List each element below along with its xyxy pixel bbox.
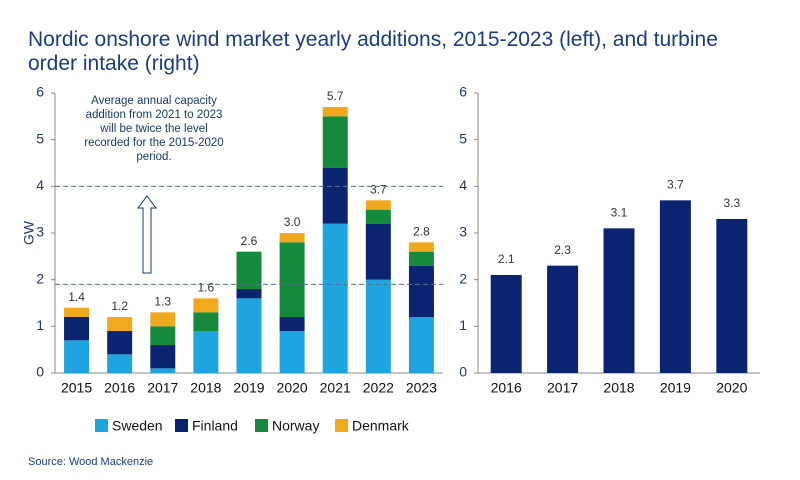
legend-label: Finland [192,418,238,434]
bar-segment [408,265,434,317]
bar-segment [322,116,348,168]
total-label: 3.0 [284,215,301,229]
legend-swatch [255,419,268,432]
y-tick-label: 6 [459,84,467,100]
legend-swatch [335,419,348,432]
bar [716,219,748,373]
x-tick-label: 2019 [233,380,264,396]
bar-segment [408,242,434,252]
y-tick-label: 0 [459,364,467,380]
bar-segment [365,200,391,210]
total-label: 2.6 [241,234,258,248]
value-label: 3.1 [611,206,628,220]
x-tick-label: 2020 [716,380,747,396]
bar-segment [107,317,133,331]
bar-segment [193,331,219,373]
x-tick-label: 2016 [491,380,522,396]
bar-segment [408,317,434,373]
y-tick-label: 1 [36,317,44,333]
y-tick-label: 4 [459,177,467,193]
y-tick-label: 4 [36,177,44,193]
x-tick-label: 2020 [277,380,308,396]
y-axis-label: GW [21,220,37,245]
y-tick-label: 0 [36,364,44,380]
bar-segment [322,167,348,224]
bar-segment [107,331,133,355]
x-tick-label: 2018 [190,380,221,396]
bar-segment [279,233,305,243]
bar [603,228,635,373]
x-tick-label: 2018 [603,380,634,396]
total-label: 1.2 [111,299,128,313]
bar-segment [236,289,262,299]
arrow [137,195,157,274]
legend-label: Sweden [112,418,163,434]
bar-segment [150,345,176,369]
bar-segment [365,209,391,224]
y-tick-label: 6 [36,84,44,100]
x-tick-label: 2017 [547,380,578,396]
legend-swatch [95,419,108,432]
bar-segment [236,298,262,373]
annotation: Average annual capacity addition from 20… [84,95,224,163]
value-label: 2.1 [498,252,515,266]
value-label: 2.3 [554,243,571,257]
bar-segment [107,354,133,373]
bar [547,265,579,373]
y-tick-label: 2 [459,270,467,286]
bar-segment [322,107,348,117]
chart-title: Nordic onshore wind market yearly additi… [28,28,718,75]
legend-swatch [175,419,188,432]
y-tick-label: 3 [36,224,44,240]
bar-segment [64,317,90,341]
y-tick-label: 5 [36,130,44,146]
x-tick-label: 2016 [104,380,135,396]
legend-label: Denmark [352,418,410,434]
bar-segment [193,298,219,313]
y-tick-label: 5 [459,130,467,146]
bar-segment [279,242,305,317]
total-label: 3.7 [370,183,387,197]
bar-segment [322,223,348,373]
value-label: 3.3 [723,196,740,210]
bar-segment [279,331,305,373]
x-tick-label: 2019 [660,380,691,396]
legend-label: Norway [272,418,319,434]
x-tick-label: 2015 [61,380,92,396]
source: Source: Wood Mackenzie [28,456,154,468]
total-label: 5.7 [327,89,344,103]
x-tick-label: 2022 [363,380,394,396]
bar-segment [64,307,90,317]
y-tick-label: 3 [459,224,467,240]
bar [659,200,691,373]
bar-segment [193,312,219,331]
x-tick-label: 2023 [406,380,437,396]
bar-segment [365,223,391,280]
y-tick-label: 1 [459,317,467,333]
bar-segment [150,312,176,327]
bar-segment [279,317,305,331]
x-tick-label: 2017 [147,380,178,396]
bar-segment [64,340,90,373]
bar-segment [365,279,391,373]
bar-segment [236,251,262,289]
total-label: 1.3 [154,295,171,309]
bar-segment [150,368,176,373]
total-label: 1.4 [68,290,85,304]
total-label: 1.6 [198,281,215,295]
bar-segment [408,251,434,266]
bar-segment [150,326,176,345]
x-tick-label: 2021 [320,380,351,396]
y-tick-label: 2 [36,270,44,286]
value-label: 3.7 [667,178,684,192]
total-label: 2.8 [413,225,430,239]
bar [490,275,522,373]
